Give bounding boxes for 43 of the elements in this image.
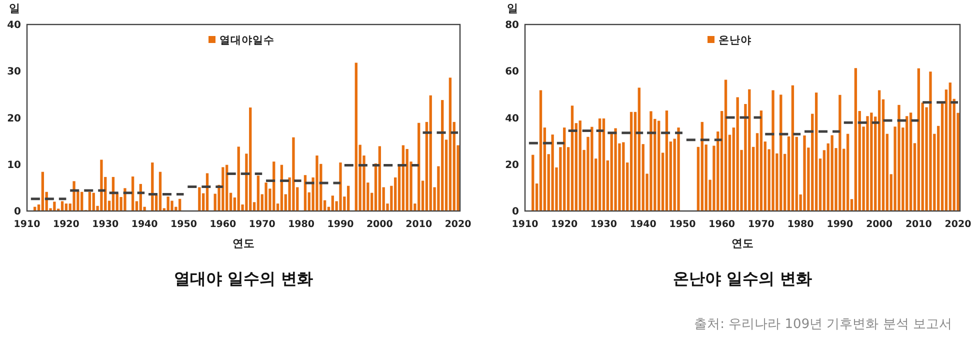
x-tick-label: 1920 bbox=[52, 219, 80, 230]
y-axis-title: 일 bbox=[9, 2, 20, 15]
x-axis-title: 연도 bbox=[732, 237, 754, 250]
y-tick-label: 60 bbox=[505, 66, 520, 78]
x-tick-label: 1930 bbox=[590, 219, 618, 230]
x-tick-label: 1980 bbox=[288, 219, 315, 230]
x-tick-label: 2020 bbox=[444, 219, 472, 230]
x-tick-label: 1970 bbox=[248, 219, 276, 230]
y-tick-label: 40 bbox=[7, 20, 22, 31]
source-note: 출처: 우리나라 109년 기후변화 분석 보고서 bbox=[694, 317, 952, 332]
x-tick-label: 1920 bbox=[551, 219, 578, 230]
x-tick-label: 2010 bbox=[905, 219, 932, 230]
y-tick-label: 20 bbox=[7, 113, 22, 124]
text: 열대야 일수의 변화 bbox=[174, 269, 314, 288]
y-tick-label: 40 bbox=[505, 113, 520, 124]
x-axis-title: 연도 bbox=[232, 237, 254, 250]
x-tick-label: 1950 bbox=[170, 219, 198, 230]
y-tick-label: 20 bbox=[505, 160, 520, 171]
x-tick-label: 1960 bbox=[210, 219, 237, 230]
x-tick-label: 2000 bbox=[366, 219, 394, 230]
x-tick-label: 1950 bbox=[669, 219, 696, 230]
x-tick-label: 1990 bbox=[826, 219, 854, 230]
y-tick-label: 0 bbox=[14, 206, 22, 218]
x-tick-label: 2000 bbox=[866, 219, 893, 230]
x-tick-label: 1940 bbox=[630, 219, 657, 230]
x-tick-label: 1970 bbox=[748, 219, 775, 230]
legend-label: 열대야일수 bbox=[220, 34, 274, 47]
legend-label: 온난야 bbox=[718, 34, 752, 47]
x-tick-label: 1910 bbox=[14, 219, 41, 230]
y-tick-label: 10 bbox=[7, 160, 22, 171]
x-tick-label: 1940 bbox=[131, 219, 158, 230]
text: 온난야 일수의 변화 bbox=[672, 269, 812, 288]
x-tick-label: 2010 bbox=[406, 219, 432, 230]
x-tick-label: 1980 bbox=[787, 219, 814, 230]
x-tick-label: 1960 bbox=[708, 219, 736, 230]
y-tick-label: 0 bbox=[512, 206, 520, 218]
x-tick-label: 1990 bbox=[327, 219, 354, 230]
y-tick-label: 30 bbox=[7, 66, 22, 78]
x-tick-label: 2020 bbox=[944, 219, 972, 230]
x-tick-label: 1910 bbox=[512, 219, 539, 230]
y-axis-title: 일 bbox=[507, 2, 518, 15]
y-tick-label: 80 bbox=[505, 20, 520, 31]
x-tick-label: 1930 bbox=[92, 219, 119, 230]
